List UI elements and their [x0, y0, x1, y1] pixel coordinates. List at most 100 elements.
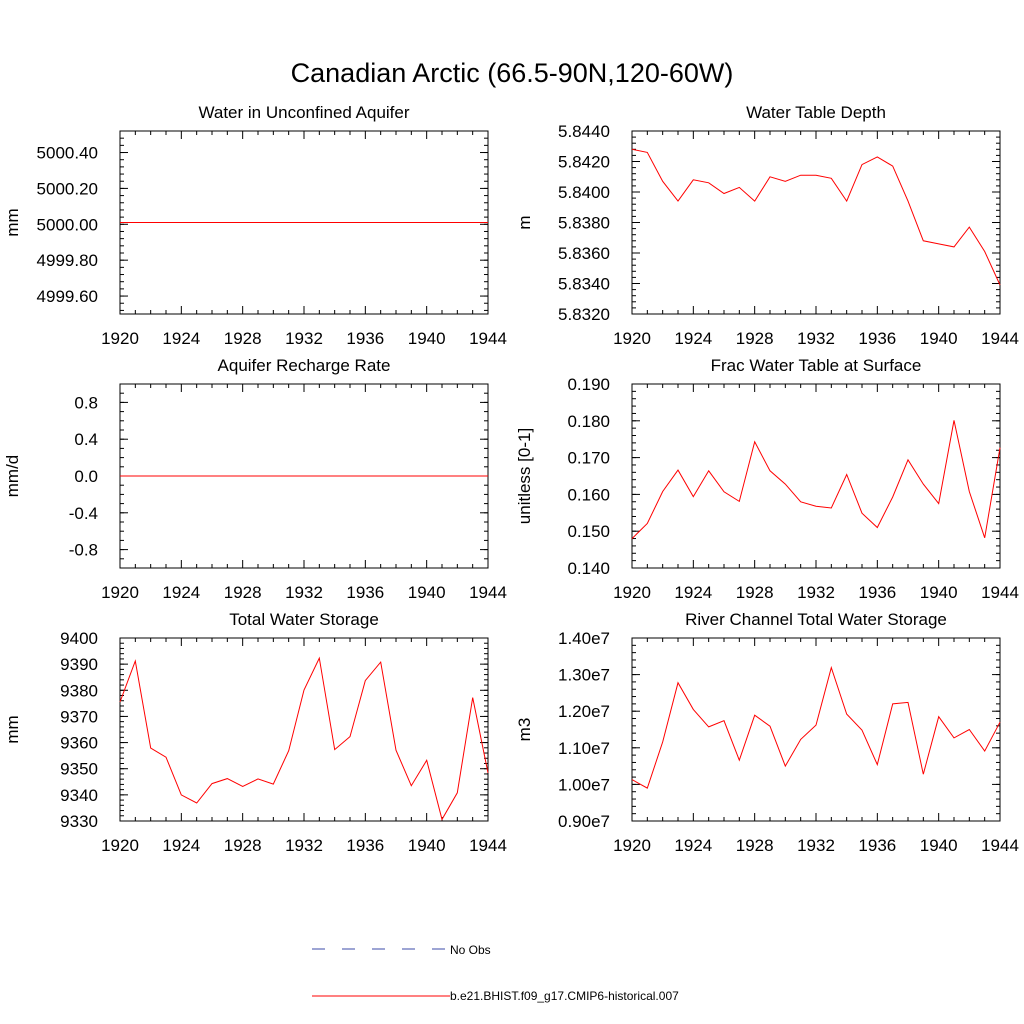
x-tick-label: 1944 — [981, 836, 1019, 855]
panel-1: Water in Unconfined Aquifer mm 1920 1924 192… — [3, 103, 507, 348]
y-axis-label: mm — [3, 208, 22, 236]
x-tick-label: 1936 — [346, 836, 384, 855]
y-tick-label: 0.140 — [567, 559, 610, 578]
y-tick-label: 0.8 — [74, 393, 98, 412]
legend: No Obs b.e21.BHIST.f09_g17.CMIP6-histori… — [312, 943, 679, 1003]
y-tick-label: 1.10e7 — [558, 739, 610, 758]
x-tick-label: 1928 — [736, 836, 774, 855]
x-tick-label: 1936 — [858, 583, 896, 602]
x-tick-label: 1920 — [613, 329, 651, 348]
x-tick-label: 1932 — [285, 836, 323, 855]
plot-frame — [631, 130, 1001, 315]
panel-2: Water Table Depth m 1920 1924 1928 1932 1936 19… — [515, 103, 1019, 348]
y-tick-label: 0.170 — [567, 449, 610, 468]
x-tick-label: 1944 — [469, 583, 507, 602]
y-tick-label: 0.180 — [567, 412, 610, 431]
plot-frame — [119, 637, 489, 822]
x-tick-label: 1928 — [224, 329, 262, 348]
y-tick-label: 5.8440 — [558, 122, 610, 141]
x-tick-label: 1932 — [285, 329, 323, 348]
panel-title: Total Water Storage — [229, 610, 379, 629]
legend-label-no-obs: No Obs — [450, 943, 491, 957]
x-tick-label: 1920 — [101, 583, 139, 602]
y-tick-label: 0.150 — [567, 522, 610, 541]
y-tick-label: 9380 — [60, 681, 98, 700]
x-tick-label: 1924 — [674, 329, 712, 348]
x-tick-label: 1940 — [920, 329, 958, 348]
panels: Water in Unconfined Aquifer mm 1920 1924 192… — [3, 103, 1019, 855]
x-tick-label: 1936 — [858, 836, 896, 855]
y-tick-label: -0.4 — [69, 504, 98, 523]
y-tick-label: 0.0 — [74, 467, 98, 486]
x-tick-label: 1924 — [162, 583, 200, 602]
x-tick-label: 1924 — [162, 329, 200, 348]
x-tick-label: 1920 — [613, 583, 651, 602]
panel-title: Frac Water Table at Surface — [711, 356, 922, 375]
x-tick-label: 1920 — [613, 836, 651, 855]
x-tick-label: 1924 — [674, 583, 712, 602]
y-tick-label: 5000.20 — [37, 179, 98, 198]
y-tick-label: 1.00e7 — [558, 775, 610, 794]
x-tick-label: 1936 — [858, 329, 896, 348]
y-tick-label: 0.4 — [74, 430, 98, 449]
figure-title: Canadian Arctic (66.5-90N,120-60W) — [291, 58, 734, 88]
x-tick-label: 1932 — [285, 583, 323, 602]
y-tick-label: 5.8400 — [558, 183, 610, 202]
y-tick-label: 9360 — [60, 734, 98, 753]
panel-3: Aquifer Recharge Rate mm/d 1920 1924 1928 193… — [3, 356, 507, 602]
panel-5: Total Water Storage mm 1920 1924 1928 1932 193… — [3, 610, 507, 855]
series-line — [119, 656, 489, 821]
panel-title: Water Table Depth — [746, 103, 886, 122]
x-tick-label: 1940 — [920, 583, 958, 602]
x-tick-label: 1920 — [101, 836, 139, 855]
y-tick-label: 4999.80 — [37, 251, 98, 270]
y-tick-label: 5.8320 — [558, 305, 610, 324]
x-tick-label: 1932 — [797, 329, 835, 348]
y-tick-label: 9350 — [60, 760, 98, 779]
y-tick-label: 9330 — [60, 812, 98, 831]
x-tick-label: 1928 — [224, 583, 262, 602]
y-tick-label: 1.40e7 — [558, 629, 610, 648]
y-tick-label: 0.160 — [567, 485, 610, 504]
panel-title: Water in Unconfined Aquifer — [198, 103, 409, 122]
series-line — [631, 665, 1001, 789]
x-tick-label: 1924 — [162, 836, 200, 855]
y-tick-label: 9400 — [60, 629, 98, 648]
panel-title: Aquifer Recharge Rate — [218, 356, 391, 375]
x-tick-label: 1932 — [797, 583, 835, 602]
legend-label-model: b.e21.BHIST.f09_g17.CMIP6-historical.007 — [450, 989, 679, 1003]
x-tick-label: 1944 — [469, 329, 507, 348]
y-tick-label: -0.8 — [69, 541, 98, 560]
series-line — [631, 420, 1001, 539]
y-axis-label: mm/d — [3, 455, 22, 498]
x-tick-label: 1936 — [346, 329, 384, 348]
y-tick-label: 9390 — [60, 655, 98, 674]
y-axis-label: unitless [0-1] — [515, 428, 534, 524]
y-tick-label: 1.30e7 — [558, 666, 610, 685]
x-tick-label: 1924 — [674, 836, 712, 855]
panel-6: River Channel Total Water Storage m3 1920 1… — [515, 610, 1019, 855]
x-tick-label: 1932 — [797, 836, 835, 855]
y-tick-label: 9340 — [60, 786, 98, 805]
x-tick-label: 1940 — [408, 583, 446, 602]
x-tick-label: 1936 — [346, 583, 384, 602]
y-tick-label: 4999.60 — [37, 287, 98, 306]
y-tick-label: 5000.00 — [37, 215, 98, 234]
y-tick-label: 9370 — [60, 707, 98, 726]
plot-frame — [631, 637, 1001, 822]
y-axis-label: mm — [3, 715, 22, 743]
plot-frame — [631, 383, 1001, 569]
y-axis-label: m — [515, 215, 534, 229]
y-tick-label: 5.8420 — [558, 153, 610, 172]
x-tick-label: 1940 — [920, 836, 958, 855]
x-tick-label: 1928 — [736, 583, 774, 602]
panel-4: Frac Water Table at Surface unitless [0-1… — [515, 356, 1019, 602]
y-tick-label: 5.8340 — [558, 275, 610, 294]
x-tick-label: 1928 — [224, 836, 262, 855]
y-tick-label: 5.8380 — [558, 214, 610, 233]
y-tick-label: 0.190 — [567, 375, 610, 394]
x-tick-label: 1940 — [408, 329, 446, 348]
x-tick-label: 1944 — [469, 836, 507, 855]
x-tick-label: 1940 — [408, 836, 446, 855]
